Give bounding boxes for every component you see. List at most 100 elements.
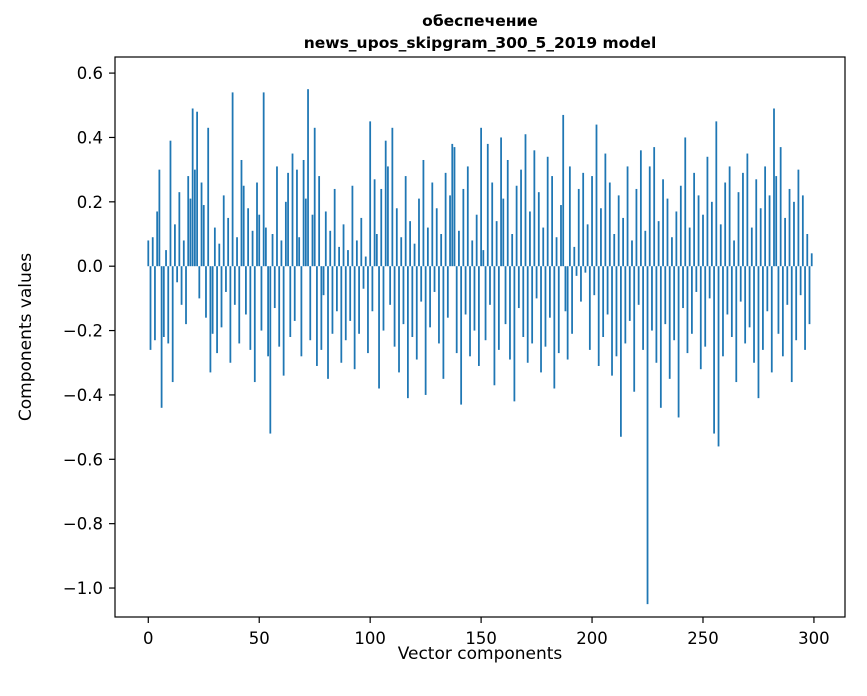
bar xyxy=(500,137,502,267)
y-tick-label: 0.4 xyxy=(77,128,103,147)
bar xyxy=(493,266,496,386)
bar xyxy=(750,227,753,267)
bar xyxy=(788,188,791,267)
bar xyxy=(375,234,378,267)
bar xyxy=(349,266,352,321)
bar xyxy=(688,227,691,267)
bar xyxy=(216,266,218,354)
bar xyxy=(702,214,704,267)
bar xyxy=(631,240,633,267)
bar xyxy=(355,240,358,267)
bar xyxy=(426,227,429,267)
bar xyxy=(662,179,664,267)
bar xyxy=(458,230,460,267)
bar xyxy=(278,266,281,347)
bar xyxy=(799,266,802,296)
bar xyxy=(786,266,789,305)
x-tick-label: 0 xyxy=(143,629,154,648)
bar xyxy=(373,179,376,267)
y-tick-label: −1.0 xyxy=(63,579,103,598)
bar xyxy=(267,266,269,357)
bar xyxy=(744,266,747,344)
bar xyxy=(533,150,536,267)
bar xyxy=(677,266,680,418)
bar xyxy=(639,150,642,267)
bar xyxy=(804,266,806,350)
bar xyxy=(777,266,780,334)
y-tick-label: 0.0 xyxy=(77,257,103,276)
bar xyxy=(473,266,476,331)
bar xyxy=(773,108,775,267)
bar xyxy=(489,266,491,305)
bar xyxy=(300,266,303,357)
bar xyxy=(209,266,212,373)
bar xyxy=(686,266,689,354)
y-tick-label: 0.6 xyxy=(77,64,103,83)
bar xyxy=(722,266,724,357)
bar xyxy=(420,266,423,302)
bar xyxy=(577,188,580,267)
bar xyxy=(171,266,174,383)
bar xyxy=(486,143,489,267)
bar xyxy=(444,172,447,267)
bar xyxy=(764,166,767,267)
bar xyxy=(413,243,416,267)
bar xyxy=(551,176,553,267)
bar xyxy=(455,266,458,354)
bar xyxy=(422,159,425,267)
bar xyxy=(717,266,720,447)
bar xyxy=(540,266,542,373)
bar xyxy=(384,140,387,267)
bar xyxy=(779,147,782,267)
bar xyxy=(205,266,207,318)
bar xyxy=(504,266,507,325)
bar xyxy=(524,134,527,267)
bar xyxy=(600,208,602,267)
bar xyxy=(389,266,392,305)
bar xyxy=(766,266,769,312)
bar xyxy=(768,195,771,267)
bar xyxy=(522,266,525,337)
bar xyxy=(380,188,383,267)
bar xyxy=(753,266,755,363)
bar xyxy=(211,266,214,334)
bar xyxy=(340,266,343,363)
bar xyxy=(728,166,731,267)
bar xyxy=(313,127,316,267)
bar xyxy=(582,172,585,267)
bar xyxy=(571,266,573,334)
bar xyxy=(269,266,272,434)
bar xyxy=(691,266,693,334)
bar xyxy=(213,227,216,267)
bar xyxy=(586,224,589,267)
bar xyxy=(562,114,565,267)
bar xyxy=(271,234,274,267)
bar xyxy=(156,211,159,267)
bar xyxy=(580,266,582,302)
bar xyxy=(236,237,238,267)
bar xyxy=(671,237,673,267)
bar xyxy=(451,143,454,267)
bar xyxy=(449,195,451,267)
bar xyxy=(440,234,443,267)
bar xyxy=(664,266,667,325)
bar xyxy=(502,198,505,267)
bar xyxy=(249,266,252,350)
x-tick-label: 100 xyxy=(354,629,386,648)
bar xyxy=(606,266,609,315)
bar xyxy=(198,266,201,299)
bar xyxy=(699,266,702,370)
bar xyxy=(289,266,292,337)
bar xyxy=(544,266,547,347)
bar xyxy=(196,111,198,267)
bar xyxy=(429,266,431,328)
bar xyxy=(515,185,518,267)
bar xyxy=(810,253,813,267)
bar xyxy=(362,266,365,289)
bar xyxy=(431,182,434,267)
bar xyxy=(682,266,684,309)
bar xyxy=(433,266,436,292)
bar xyxy=(298,237,301,267)
bar xyxy=(759,208,762,267)
